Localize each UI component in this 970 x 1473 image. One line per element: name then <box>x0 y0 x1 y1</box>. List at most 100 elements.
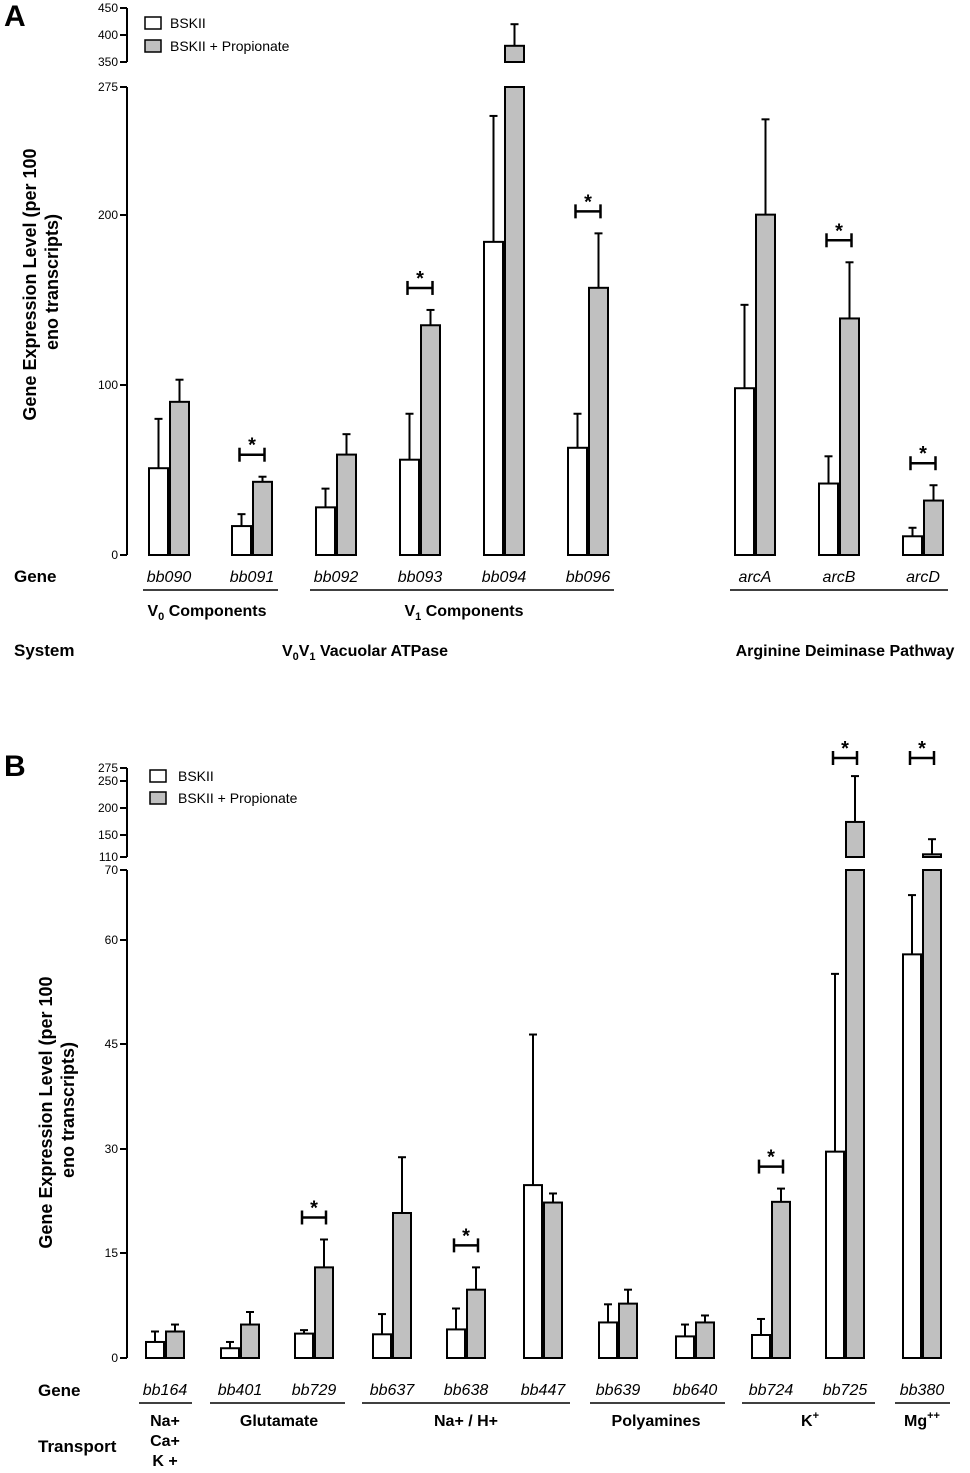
panel-b-ytick-label: 150 <box>98 828 118 842</box>
bar-bb725-propionate-lower <box>845 869 865 1359</box>
bar-bb729-propionate <box>314 1266 334 1360</box>
panel-a-ytick-label: 275 <box>98 80 118 94</box>
significance-star-bb729: * <box>310 1197 318 1219</box>
panel-a-label: A <box>4 0 26 33</box>
gene-label-bb639: bb639 <box>596 1382 641 1399</box>
significance-star-bb724: * <box>767 1147 775 1169</box>
bar-arcD-propionate <box>923 499 944 556</box>
group-label-v0-components: V0 Components <box>147 603 266 623</box>
bar-bb637-propionate <box>392 1211 412 1359</box>
panel-a-bars: * * * * * <box>148 23 944 557</box>
bar-arcB-propionate <box>839 317 860 556</box>
panel-b: B Gene Expression Level (per 100 eno tra… <box>4 738 950 1470</box>
bar-bb729-bskii <box>294 1332 314 1359</box>
panel-b-ytick-label: 250 <box>98 774 118 788</box>
panel-b-ytick-label: 200 <box>98 801 118 815</box>
bar-bb401-bskii <box>220 1347 240 1359</box>
significance-star-bb093: * <box>416 268 424 290</box>
panel-a: A Gene Expression Level (per 100 eno tra… <box>4 0 954 663</box>
panel-b-ytick-label: 70 <box>105 863 119 877</box>
transport-label-k-plus: K+ <box>801 1410 819 1430</box>
gene-label-arcA: arcA <box>739 569 772 586</box>
system-label-arginine-deiminase: Arginine Deiminase Pathway <box>736 643 955 660</box>
bar-bb638-bskii <box>446 1328 466 1359</box>
panel-a-ytick-label: 350 <box>98 55 118 69</box>
gene-label-bb094: bb094 <box>482 569 527 586</box>
bar-bb164-propionate <box>165 1330 185 1359</box>
significance-star-arcB: * <box>835 220 843 242</box>
panel-a-ylabel: Gene Expression Level (per 100 eno trans… <box>20 143 62 420</box>
legend-label-propionate: BSKII + Propionate <box>170 38 290 54</box>
bar-bb096-bskii <box>567 446 588 557</box>
legend-label-bskii: BSKII <box>170 15 206 31</box>
panel-b-ytick-label: 110 <box>99 850 118 864</box>
transport-label-mg: Mg++ <box>904 1410 940 1430</box>
gene-label-bb725: bb725 <box>823 1382 868 1399</box>
bar-bb639-propionate <box>618 1302 638 1359</box>
panel-b-transport-row-label: Transport <box>38 1437 117 1456</box>
transport-label-ca: Ca+ <box>150 1433 180 1450</box>
gene-label-arcB: arcB <box>823 569 856 586</box>
bar-bb092-bskii <box>315 506 336 556</box>
panel-b-ytick-label: 60 <box>105 933 119 947</box>
legend-label-bskii: BSKII <box>178 768 214 784</box>
panel-a-ytick-label: 400 <box>98 28 118 42</box>
gene-label-bb091: bb091 <box>230 569 275 586</box>
transport-label-polyamines: Polyamines <box>612 1413 701 1430</box>
bar-bb380-propionate-upper <box>922 853 942 859</box>
significance-star-bb096: * <box>584 191 592 213</box>
bar-bb447-propionate <box>543 1201 563 1359</box>
transport-label-na: Na+ <box>150 1413 180 1430</box>
bar-bb090-propionate <box>169 400 190 556</box>
group-label-v1-components: V1 Components <box>404 603 523 623</box>
bar-bb725-bskii <box>825 1150 845 1360</box>
bar-arcD-bskii <box>902 535 923 557</box>
transport-label-k: K + <box>152 1453 177 1470</box>
gene-label-bb640: bb640 <box>673 1382 718 1399</box>
panel-b-ytick-label: 0 <box>111 1351 118 1365</box>
panel-a-ylabel-line1: Gene Expression Level (per 100 <box>20 148 40 420</box>
panel-b-ytick-label: 275 <box>98 761 118 775</box>
gene-label-bb092: bb092 <box>314 569 359 586</box>
bar-bb164-bskii <box>145 1340 165 1359</box>
bar-arcA-bskii <box>734 387 755 557</box>
bar-arcB-bskii <box>818 482 839 557</box>
panel-a-gene-row-label: Gene <box>14 567 57 586</box>
bar-bb640-bskii <box>675 1335 695 1359</box>
bar-bb639-bskii <box>598 1321 618 1359</box>
bar-bb094-propionate-lower <box>504 86 525 556</box>
panel-a-system-row-label: System <box>14 641 74 660</box>
gene-label-bb729: bb729 <box>292 1382 337 1399</box>
bar-bb725-propionate-upper <box>845 820 865 858</box>
bar-bb092-propionate <box>336 453 357 556</box>
gene-label-bb164: bb164 <box>143 1382 188 1399</box>
significance-star-bb725: * <box>841 738 849 760</box>
gene-label-bb724: bb724 <box>749 1382 794 1399</box>
bar-bb401-propionate <box>240 1323 260 1359</box>
gene-label-bb638: bb638 <box>444 1382 489 1399</box>
bar-bb093-bskii <box>399 458 420 556</box>
bar-bb380-propionate-lower <box>922 869 942 1359</box>
panel-a-ytick-label: 100 <box>98 378 118 392</box>
gene-label-bb093: bb093 <box>398 569 443 586</box>
bar-bb094-propionate-upper <box>504 44 525 63</box>
panel-b-bars: * * * * * <box>145 738 942 1360</box>
panel-b-ytick-label: 30 <box>105 1142 119 1156</box>
gene-label-bb096: bb096 <box>566 569 611 586</box>
panel-b-gene-row-label: Gene <box>38 1381 81 1400</box>
panel-a-ytick-label: 200 <box>98 208 118 222</box>
gene-label-arcD: arcD <box>906 569 940 586</box>
bar-bb091-propionate <box>252 480 273 556</box>
panel-b-label: B <box>4 750 26 783</box>
bar-bb094-bskii <box>483 240 504 556</box>
bar-bb447-bskii <box>523 1184 543 1359</box>
gene-label-bb380: bb380 <box>900 1382 945 1399</box>
panel-b-ylabel: Gene Expression Level (per 100 eno trans… <box>36 971 78 1248</box>
bar-bb093-propionate <box>420 324 441 556</box>
bar-bb096-propionate <box>588 286 609 556</box>
legend-label-propionate: BSKII + Propionate <box>178 790 298 806</box>
significance-star-bb638: * <box>462 1225 470 1247</box>
bar-bb637-bskii <box>372 1333 392 1359</box>
gene-label-bb401: bb401 <box>218 1382 263 1399</box>
